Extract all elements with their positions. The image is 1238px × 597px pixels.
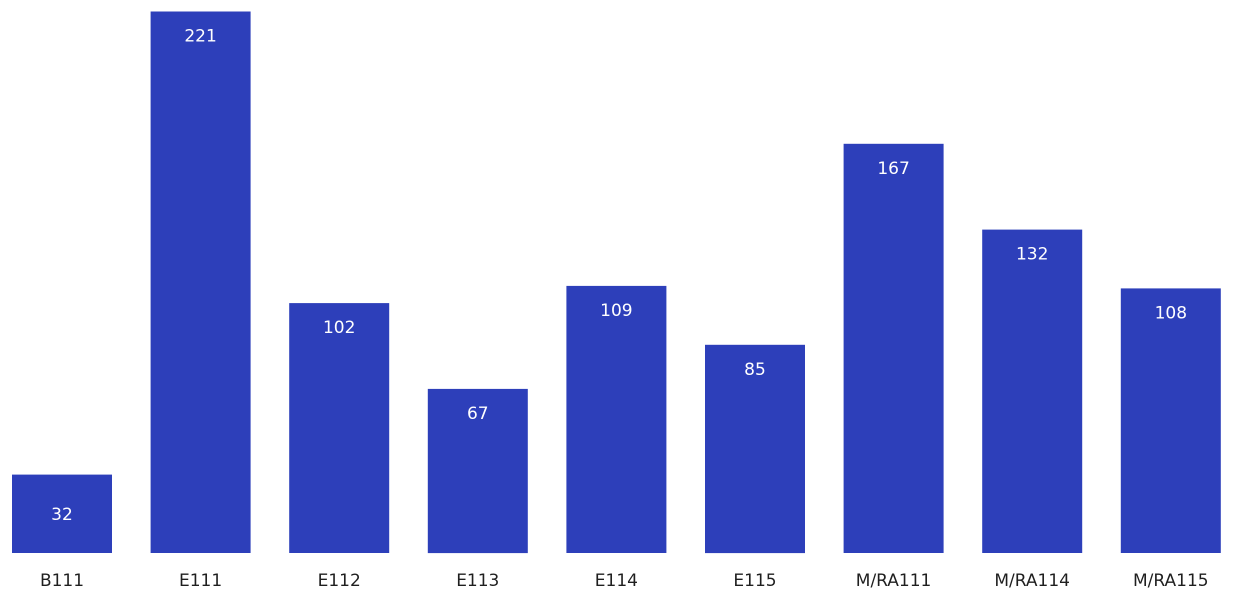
value-label-b111: 32 (51, 505, 73, 525)
bar-m-ra111 (843, 143, 944, 554)
value-label-e113: 67 (467, 404, 489, 424)
bar-e113 (427, 388, 528, 554)
category-label-e115: E115 (733, 571, 776, 591)
category-labels-group: B111 E111 E112 E113 E114 E115 M/RA111 M/RA114 M/… (40, 571, 1209, 591)
value-label-m-ra115: 108 (1155, 303, 1187, 323)
value-label-e115: 85 (744, 360, 766, 380)
category-label-m-ra114: M/RA114 (994, 571, 1070, 591)
value-label-e112: 102 (323, 318, 355, 338)
category-label-e112: E112 (318, 571, 361, 591)
value-label-m-ra114: 132 (1016, 245, 1048, 265)
bar-e114 (566, 285, 667, 553)
bar-m-ra114 (982, 229, 1083, 553)
value-labels-group: 32 221 102 67 109 85 167 132 108 (51, 27, 1187, 525)
value-label-m-ra111: 167 (877, 159, 909, 179)
category-label-b111: B111 (40, 571, 84, 591)
category-label-m-ra115: M/RA115 (1133, 571, 1209, 591)
category-label-e111: E111 (179, 571, 222, 591)
category-label-m-ra111: M/RA111 (856, 571, 932, 591)
category-label-e113: E113 (456, 571, 499, 591)
bar-e115 (705, 344, 805, 554)
bars-group (12, 11, 1221, 554)
bar-b111 (12, 474, 112, 553)
value-label-e111: 221 (184, 27, 216, 47)
value-label-e114: 109 (600, 301, 632, 321)
bar-e112 (289, 303, 390, 553)
bar-e111 (150, 11, 251, 553)
category-label-e114: E114 (595, 571, 638, 591)
bar-m-ra115 (1120, 288, 1221, 553)
